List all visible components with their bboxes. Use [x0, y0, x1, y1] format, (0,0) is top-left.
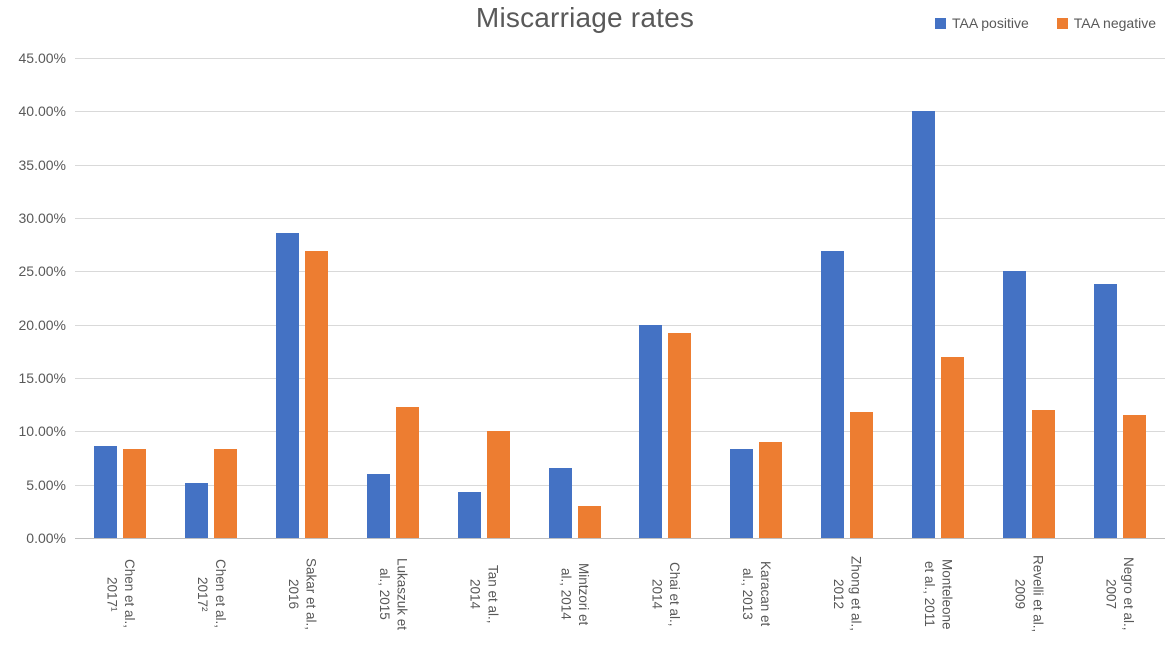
- bar-taa-negative: [1122, 415, 1146, 538]
- x-axis-label-slot: Chen et al., 2017²: [166, 545, 257, 643]
- bar-taa-negative: [1031, 410, 1055, 538]
- bar-taa-positive: [730, 449, 754, 538]
- x-axis-label-slot: Chen et al., 2017¹: [75, 545, 166, 643]
- x-axis-label-slot: Revelli et al., 2009: [983, 545, 1074, 643]
- x-axis-label-slot: Karacan et al., 2013: [711, 545, 802, 643]
- y-axis-tick-label: 30.00%: [18, 210, 66, 226]
- x-axis-label: Chen et al., 2017¹: [104, 559, 137, 629]
- bar-taa-positive: [366, 474, 390, 538]
- x-axis-label-slot: Mintzori et al., 2014: [529, 545, 620, 643]
- x-axis-label-slot: Monteleone et al., 2011: [893, 545, 984, 643]
- x-axis-label: Sakar et al., 2016: [286, 557, 319, 631]
- bar-group: [711, 58, 802, 538]
- bar-group: [1074, 58, 1165, 538]
- bar-taa-negative: [395, 406, 419, 538]
- bar-taa-negative: [305, 251, 329, 538]
- x-axis-label: Negro et al., 2007: [1103, 557, 1137, 631]
- y-axis-tick-label: 20.00%: [18, 316, 66, 333]
- bar-group: [438, 58, 529, 538]
- legend-item-taa-negative: TAA negative: [1056, 15, 1156, 31]
- gridline: [75, 324, 1165, 326]
- y-axis-tick-label: 0.00%: [26, 530, 66, 546]
- bar-taa-positive: [276, 232, 300, 538]
- bar-taa-positive: [548, 467, 572, 538]
- x-axis-label: Lukaszuk et al., 2015: [376, 557, 410, 631]
- gridline: [75, 164, 1165, 166]
- bar-taa-negative: [577, 506, 601, 538]
- x-axis-label: Tan et al., 2014: [467, 564, 501, 624]
- legend-item-taa-positive: TAA positive: [934, 15, 1029, 31]
- gridline: [75, 431, 1165, 433]
- bar-group: [75, 58, 166, 538]
- gridline: [75, 378, 1165, 379]
- bar-taa-negative: [214, 449, 238, 538]
- x-axis-label: Monteleone et al., 2011: [921, 558, 955, 630]
- bar-taa-positive: [185, 482, 209, 538]
- legend-swatch-taa-positive-icon: [934, 17, 946, 29]
- bar-group: [348, 58, 439, 538]
- bar-taa-positive: [1093, 284, 1117, 538]
- x-axis-label-slot: Zhong et al., 2012: [802, 545, 893, 643]
- bar-group: [257, 58, 348, 538]
- legend-label-taa-negative: TAA negative: [1073, 15, 1156, 31]
- bar-group: [620, 58, 711, 538]
- x-axis-label: Chai et al., 2014: [649, 561, 682, 627]
- bar-taa-negative: [486, 431, 510, 538]
- x-axis-line: [75, 538, 1165, 539]
- legend-label-taa-positive: TAA positive: [951, 15, 1029, 31]
- plot-area: [75, 58, 1165, 539]
- x-axis-label-slot: Lukaszuk et al., 2015: [348, 545, 439, 643]
- y-axis-tick-label: 25.00%: [18, 263, 66, 280]
- bar-group: [893, 58, 984, 538]
- bar-group: [983, 58, 1074, 538]
- x-axis-label: Karacan et al., 2013: [740, 561, 773, 627]
- legend: TAA positive TAA negative: [934, 15, 1156, 31]
- x-axis-label: Chen et al., 2017²: [195, 559, 228, 629]
- x-axis-label-slot: Chai et al., 2014: [620, 545, 711, 643]
- bar-taa-positive: [911, 111, 935, 538]
- bar-taa-negative: [759, 442, 783, 538]
- y-axis-tick-label: 5.00%: [26, 476, 66, 493]
- chart-title: Miscarriage rates: [475, 2, 695, 33]
- gridline: [75, 218, 1165, 219]
- gridline: [75, 58, 1165, 59]
- bar-taa-negative: [123, 449, 147, 538]
- gridline: [75, 271, 1165, 273]
- bar-group: [802, 58, 893, 538]
- y-axis-tick-label: 35.00%: [18, 156, 66, 173]
- legend-swatch-taa-negative-icon: [1056, 17, 1068, 29]
- bar-taa-positive: [639, 324, 663, 538]
- gridline: [75, 111, 1165, 113]
- x-axis-label: Mintzori et al., 2014: [558, 562, 592, 626]
- bar-group: [166, 58, 257, 538]
- bar-taa-negative: [940, 356, 964, 538]
- x-axis-label-slot: Negro et al., 2007: [1074, 545, 1165, 643]
- bar-taa-positive: [821, 251, 845, 538]
- bar-taa-negative: [850, 412, 874, 538]
- bar-taa-positive: [94, 446, 118, 538]
- x-axis-label: Zhong et al., 2012: [831, 556, 864, 632]
- bar-taa-positive: [1002, 271, 1026, 538]
- y-axis-tick-label: 15.00%: [18, 370, 66, 386]
- y-axis-tick-label: 10.00%: [18, 423, 66, 440]
- x-axis-label-slot: Sakar et al., 2016: [257, 545, 348, 643]
- y-axis-tick-label: 45.00%: [18, 50, 66, 66]
- x-axis-label: Revelli et al., 2009: [1012, 555, 1046, 633]
- bar-taa-positive: [457, 492, 481, 538]
- bar-group: [529, 58, 620, 538]
- y-axis-tick-label: 40.00%: [18, 103, 66, 120]
- gridline: [75, 484, 1165, 486]
- bar-taa-negative: [668, 333, 692, 538]
- x-axis-label-slot: Tan et al., 2014: [438, 545, 529, 643]
